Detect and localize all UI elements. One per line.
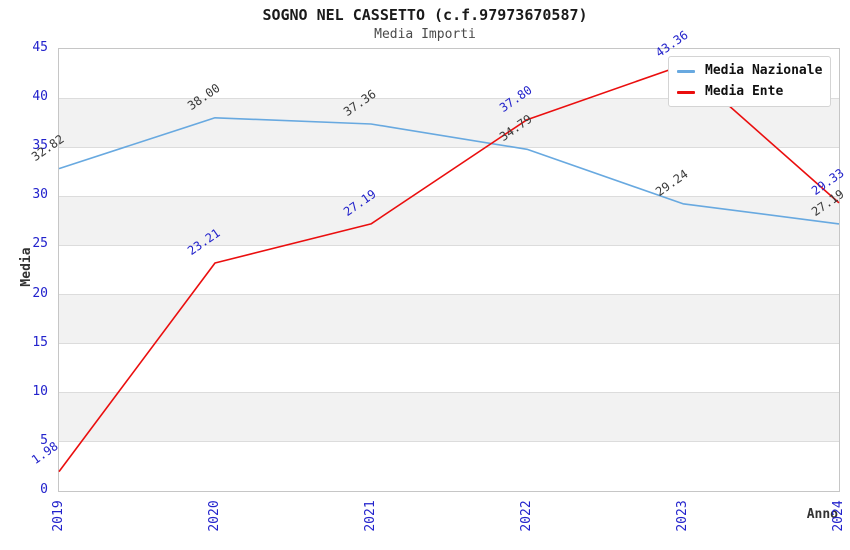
y-tick-label: 45 — [32, 40, 48, 55]
x-tick-label: 2020 — [207, 500, 222, 532]
series-line-media-ente — [58, 64, 840, 473]
legend-item: Media Nazionale — [677, 64, 822, 78]
legend-line-swatch — [677, 90, 695, 94]
y-tick-label: 40 — [32, 89, 48, 105]
series-line-media-nazionale — [58, 117, 840, 225]
gridline — [59, 392, 839, 394]
chart-subtitle: Media Importi — [374, 27, 476, 42]
gridline — [59, 244, 839, 246]
y-tick-label: 10 — [32, 383, 48, 399]
chart-title: SOGNO NEL CASSETTO (c.f.97973670587) — [262, 6, 588, 24]
series-lines — [58, 64, 840, 473]
gridline — [59, 441, 839, 443]
legend-label: Media Ente — [705, 84, 784, 99]
x-tick-label: 2023 — [675, 500, 690, 532]
legend-label: Media Nazionale — [705, 63, 823, 78]
x-tick-label: 2019 — [51, 500, 66, 532]
legend: Media Nazionale Media Ente — [668, 56, 832, 107]
gridline — [59, 294, 839, 296]
legend-line-swatch — [677, 69, 695, 73]
y-tick-label: 5 — [40, 432, 48, 448]
gridline — [59, 195, 839, 197]
plot-area: 32.82 38.00 37.36 34.79 29.24 27.19 1.98 23.21 2… — [29, 28, 847, 492]
x-tick-label: 2024 — [831, 500, 846, 532]
x-tick-label: 2022 — [519, 500, 534, 532]
x-tick-label: 2021 — [363, 500, 378, 532]
y-tick-label: 30 — [32, 187, 48, 203]
y-tick-label: 25 — [32, 236, 48, 252]
y-tick-label: 35 — [32, 138, 48, 154]
y-tick-label: 0 — [40, 482, 48, 497]
x-axis-label: Anno — [806, 507, 838, 522]
gridline — [59, 146, 839, 148]
y-tick-label: 15 — [32, 334, 48, 350]
gridline — [59, 97, 839, 99]
y-tick-label: 20 — [32, 285, 48, 301]
gridline — [59, 343, 839, 345]
legend-item: Media Ente — [677, 85, 822, 99]
